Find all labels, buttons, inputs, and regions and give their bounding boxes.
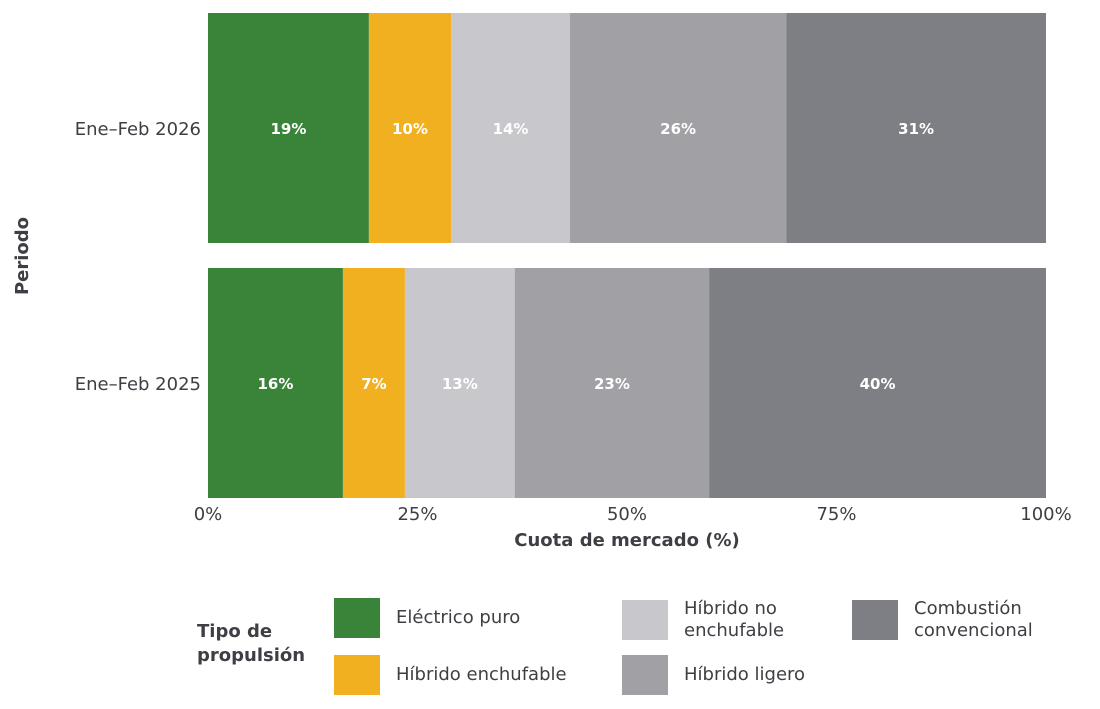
bar-segment [404, 268, 515, 498]
legend-item-hibrido-no-enchufable: Híbrido no enchufable [622, 598, 824, 642]
legend-label: Eléctrico puro [396, 607, 521, 628]
legend-swatch [622, 655, 668, 695]
x-tick-label: 75% [816, 504, 856, 525]
stacked-bar-chart: 19% 10% 14% 26% 31% Ene–Feb 2026 16% 7% 13% 23% 40… [12, 13, 1072, 551]
legend-item-hibrido-ligero: Híbrido ligero [622, 655, 884, 695]
data-label: 31% [898, 120, 934, 138]
data-label: 23% [594, 375, 630, 393]
x-tick-label: 25% [397, 504, 437, 525]
y-tick-label: Ene–Feb 2026 [75, 119, 201, 140]
legend-title: Tipo de propulsión [197, 621, 306, 666]
x-tick-label: 0% [194, 504, 223, 525]
legend-label: Híbrido no enchufable [684, 598, 785, 641]
data-label: 26% [660, 120, 696, 138]
bar-segment [514, 268, 710, 498]
data-label: 13% [442, 375, 478, 393]
x-axis-title: Cuota de mercado (%) [514, 530, 739, 551]
bar-segment [451, 13, 571, 243]
bar-segment [709, 268, 1046, 498]
data-label: 14% [493, 120, 529, 138]
bar-segment [368, 13, 452, 243]
data-label: 10% [392, 120, 428, 138]
legend-swatch [622, 600, 668, 640]
bar-segment [208, 268, 343, 498]
bar-segment [208, 13, 369, 243]
legend-label: Combustión convencional [914, 598, 1033, 641]
legend-swatch [334, 655, 380, 695]
bar-segment [570, 13, 787, 243]
x-tick-label: 100% [1020, 504, 1071, 525]
bar-segment [342, 268, 405, 498]
legend-item-combustion: Combustión convencional [852, 598, 1074, 642]
data-label: 19% [270, 120, 306, 138]
legend-item-hibrido-enchufable: Híbrido enchufable [334, 655, 596, 695]
data-label: 7% [361, 375, 386, 393]
bar-segment [786, 13, 1046, 243]
legend-swatch [852, 600, 898, 640]
legend: Tipo de propulsión Eléctrico puro Híbrid… [0, 590, 1100, 700]
y-tick-label: Ene–Feb 2025 [75, 374, 201, 395]
y-axis-title: Periodo [12, 217, 33, 295]
x-tick-label: 50% [607, 504, 647, 525]
legend-label: Híbrido ligero [684, 664, 806, 685]
legend-item-electrico: Eléctrico puro [334, 598, 596, 638]
data-label: 16% [258, 375, 294, 393]
legend-swatch [334, 598, 380, 638]
data-label: 40% [860, 375, 896, 393]
legend-label: Híbrido enchufable [396, 664, 567, 685]
